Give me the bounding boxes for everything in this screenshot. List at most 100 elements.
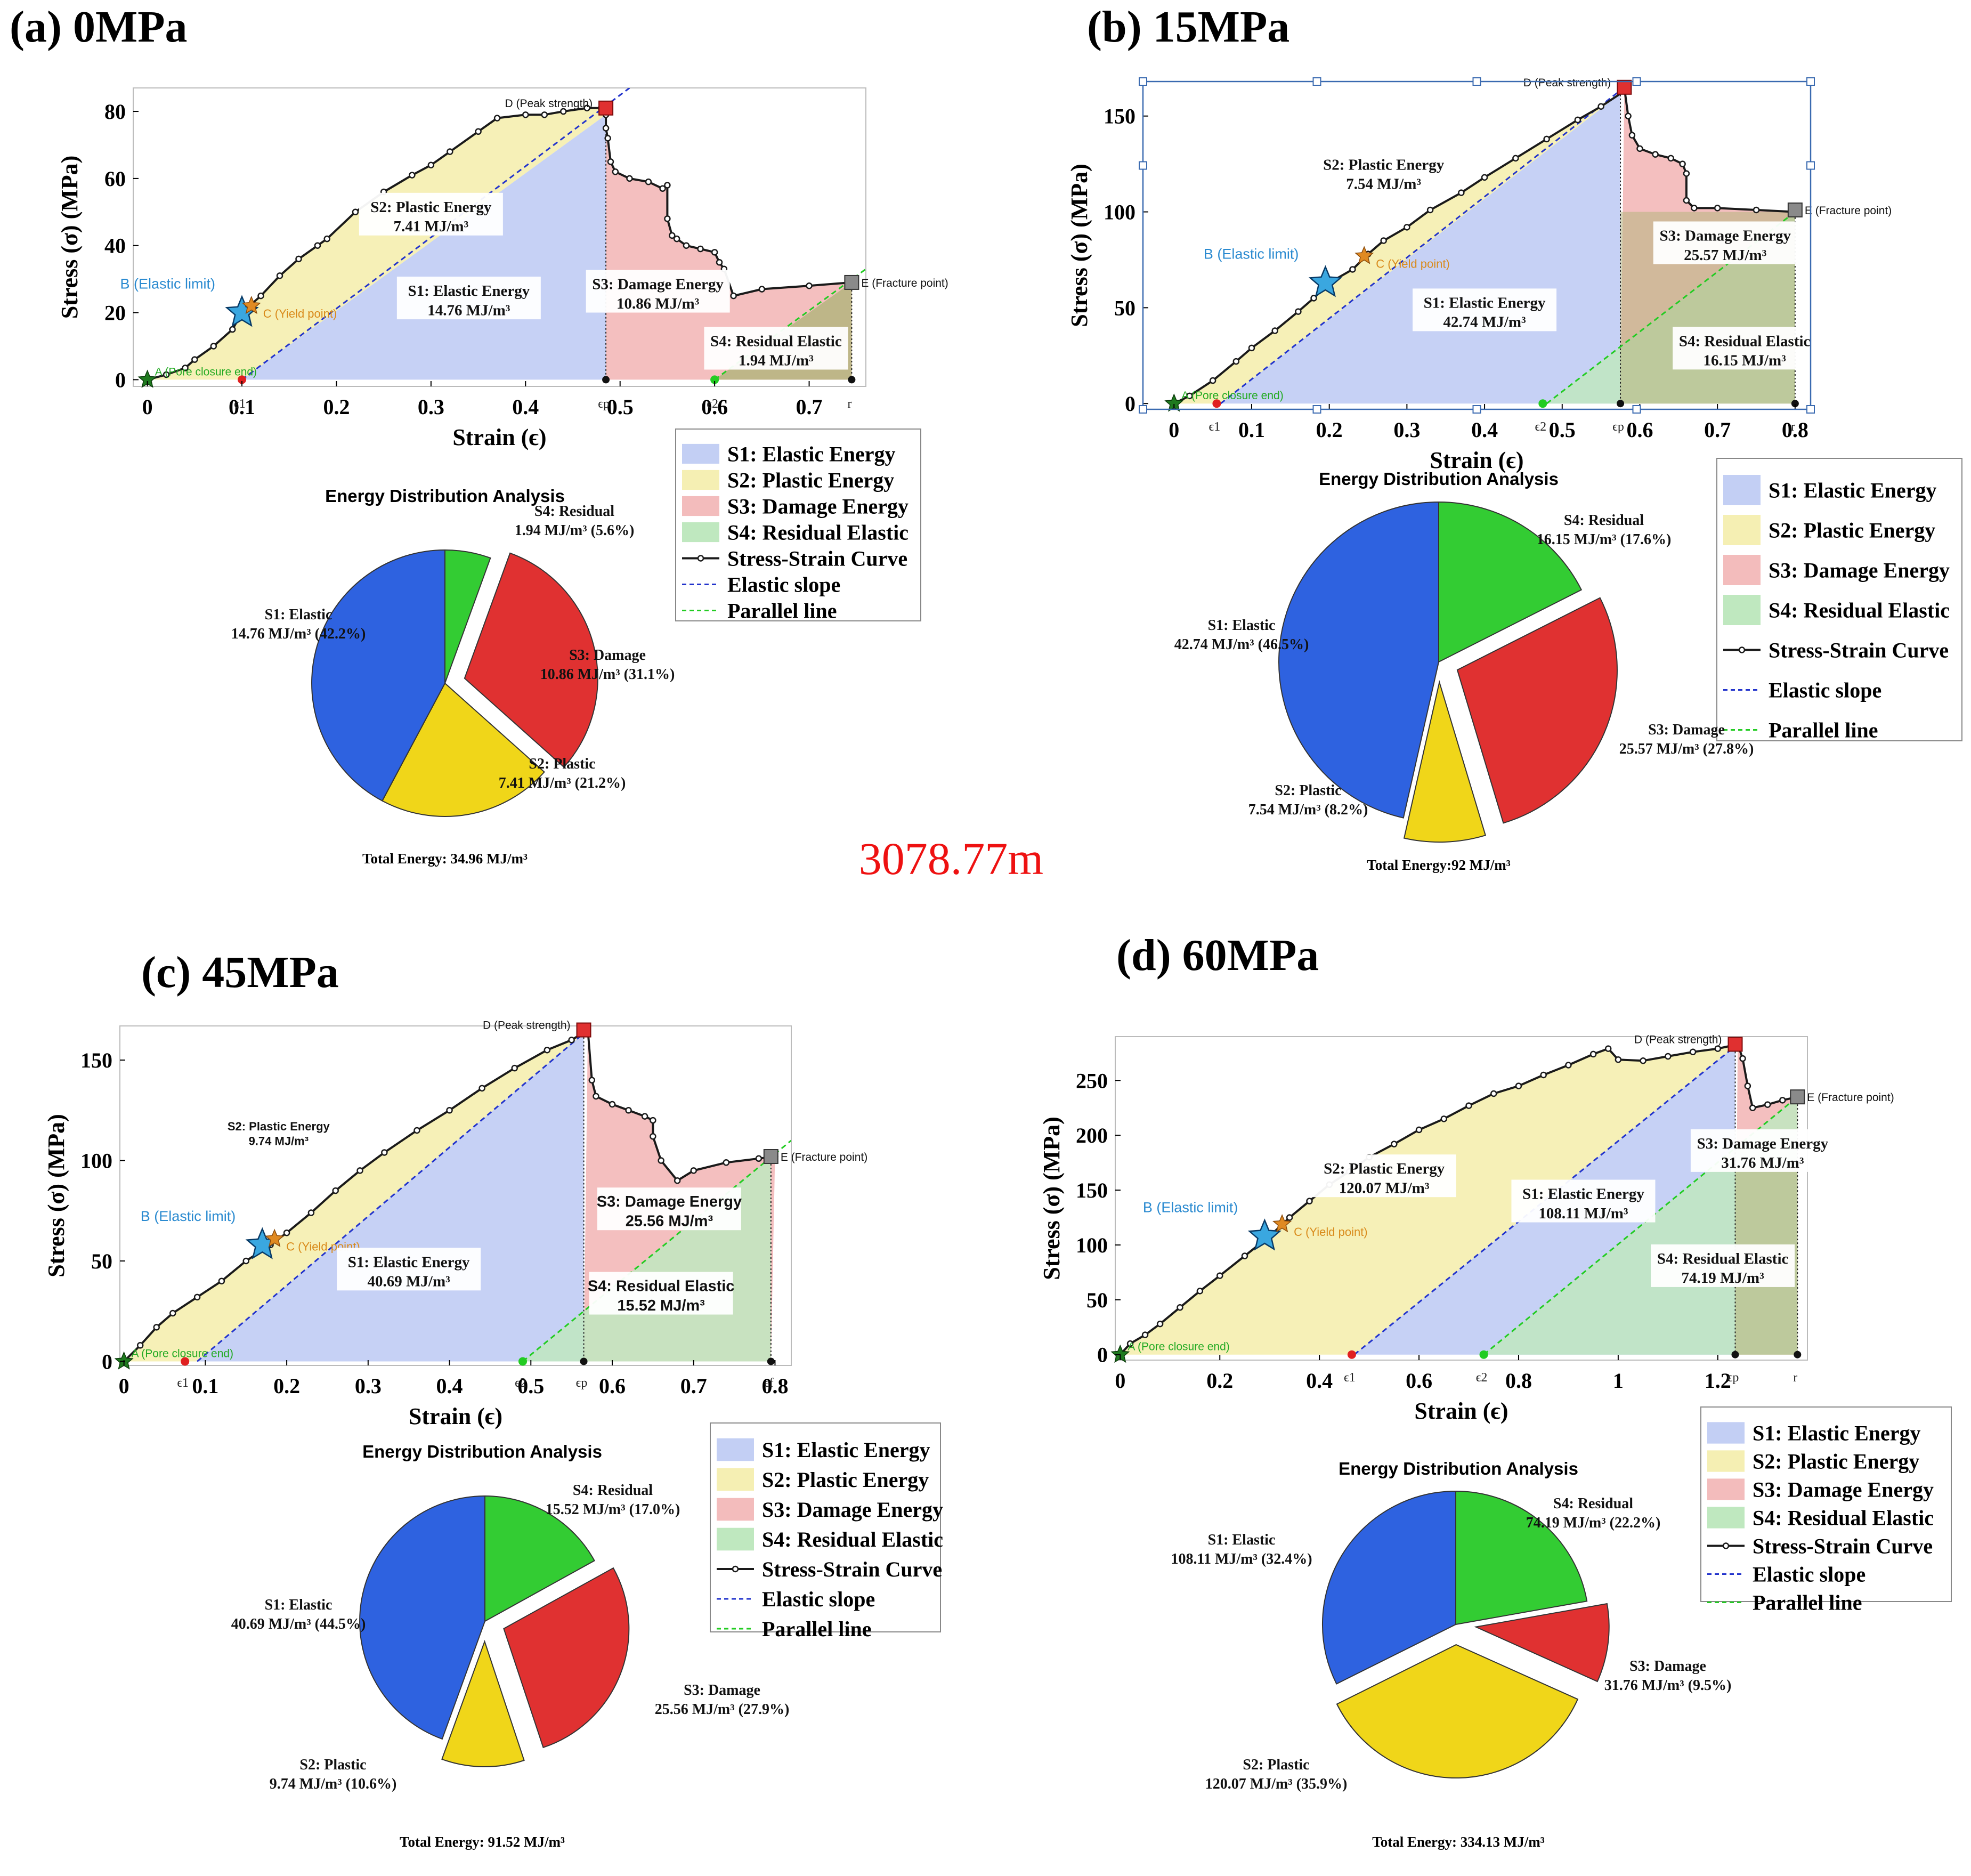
legend-label-curve: Stress-Strain Curve <box>762 1557 942 1581</box>
legend-swatch <box>682 443 719 464</box>
y-tick-label: 200 <box>1076 1123 1108 1147</box>
region-label-box <box>1651 1244 1795 1287</box>
resize-handle[interactable] <box>1312 77 1321 86</box>
pie-label-plastic: S2: Plastic 7.41 MJ/m³ (21.2%) <box>499 756 626 791</box>
resize-handle[interactable] <box>1806 161 1815 170</box>
elastic-slope-line <box>1220 86 1625 405</box>
legend-swatch-dot <box>1722 1542 1730 1549</box>
legend-label-residual: S4: Residual Elastic <box>727 521 909 545</box>
curve-point <box>356 1167 363 1174</box>
region-label-plastic: S2: Plastic Energy 9.74 MJ/m³ <box>228 1120 330 1148</box>
curve-point <box>1241 1252 1248 1259</box>
legend-swatch <box>1707 1478 1745 1500</box>
curve-point <box>511 1064 518 1072</box>
epsp-marker <box>1731 1351 1739 1359</box>
resize-handle[interactable] <box>1472 405 1481 414</box>
curve-point <box>1636 145 1643 152</box>
curve-point <box>541 111 548 118</box>
legend-swatch <box>717 1527 754 1551</box>
point-c-marker <box>1272 1214 1292 1233</box>
curve-point <box>607 158 614 165</box>
resize-handle[interactable] <box>1806 77 1815 86</box>
legend-swatch <box>1723 515 1761 545</box>
y-tick-label: 60 <box>104 167 126 191</box>
epsilon-tick-label: ϵ1 <box>1344 1371 1356 1385</box>
curve-point <box>1739 1055 1746 1062</box>
epsp-marker <box>1617 400 1625 408</box>
point-c-marker <box>265 1228 285 1247</box>
point-d-marker <box>576 1022 591 1038</box>
x-axis-label: Strain (ϵ) <box>409 1403 502 1429</box>
curve-point <box>478 1085 485 1092</box>
damage-energy-region <box>606 115 852 380</box>
eps2-marker <box>710 375 719 384</box>
resize-handle[interactable] <box>1632 77 1641 86</box>
curve-point <box>1248 344 1255 352</box>
resize-handle[interactable] <box>1139 77 1147 86</box>
y-tick-label: 50 <box>1086 1288 1108 1312</box>
epsf-marker <box>848 376 856 384</box>
epsilon-tick-label: ϵp <box>576 1376 588 1390</box>
legend-swatch <box>1707 1422 1745 1444</box>
x-axis-label: Strain (ϵ) <box>452 424 546 450</box>
panel-title: (d) 60MPa <box>1116 931 1319 980</box>
resize-handle[interactable] <box>1632 405 1641 414</box>
point-d-label: D (Peak strength) <box>505 98 593 110</box>
point-c-label: C (Yield point) <box>263 307 337 320</box>
epsilon-tick-label: ϵ2 <box>1476 1371 1488 1385</box>
resize-handle[interactable] <box>1806 405 1815 414</box>
curve-point <box>664 182 671 189</box>
x-tick-label: 0.4 <box>512 395 539 419</box>
legend-label-parallel: Parallel line <box>1769 718 1878 742</box>
region-label-elastic: S1: Elastic Energy 14.76 MJ/m³ <box>408 282 530 319</box>
resize-handle[interactable] <box>1139 161 1147 170</box>
y-tick-label: 50 <box>1114 296 1135 320</box>
panel-d: (d) 60MPa A (Pore closure end) B (Elastic … <box>1039 931 1952 1850</box>
curve-point <box>568 1037 575 1044</box>
curve-point <box>758 286 766 293</box>
plastic-energy-region <box>1120 1045 1735 1355</box>
curve-point <box>1679 160 1686 167</box>
curve-point <box>1177 1304 1183 1311</box>
selection-frame[interactable] <box>1139 77 1815 414</box>
curve-point <box>1574 116 1581 124</box>
legend-swatch-dot <box>1738 646 1746 653</box>
legend-label-residual: S4: Residual Elastic <box>762 1527 943 1551</box>
region-label-box <box>1311 150 1456 193</box>
curve-point <box>447 148 453 155</box>
curve-point <box>1415 1126 1423 1134</box>
point-c-label: C (Yield point) <box>1294 1225 1368 1239</box>
curve-point <box>1744 1082 1751 1089</box>
x-tick-label: 0.8 <box>761 1374 788 1398</box>
curve-point <box>1625 112 1632 119</box>
pie-slice-plastic <box>382 682 545 817</box>
curve-point <box>1141 1331 1149 1338</box>
legend-label-plastic: S2: Plastic Energy <box>727 468 894 492</box>
eps1-marker <box>1347 1350 1356 1359</box>
curve-point <box>1615 1056 1622 1063</box>
resize-handle[interactable] <box>1312 405 1321 414</box>
point-e-label: E (Fracture point) <box>1807 1091 1894 1104</box>
y-tick-label: 0 <box>102 1349 112 1373</box>
curve-point <box>493 115 501 122</box>
legend-label-elastic: S1: Elastic Energy <box>1769 479 1937 503</box>
legend-label-elastic: S1: Elastic Energy <box>727 442 896 466</box>
region-label-residual: S4: Residual Elastic 16.15 MJ/m³ <box>1679 333 1811 369</box>
curve-point <box>153 1324 160 1331</box>
point-b-label: B (Elastic limit) <box>1143 1199 1238 1215</box>
curve-point <box>475 128 482 135</box>
curve-point <box>522 111 529 118</box>
resize-handle[interactable] <box>1139 405 1147 414</box>
legend-label-damage: S3: Damage Energy <box>1769 559 1950 583</box>
x-tick-label: 0 <box>1115 1369 1125 1393</box>
y-tick-label: 0 <box>115 368 126 392</box>
epsilon-tick-label: ϵp <box>598 397 610 411</box>
region-label-residual: S4: Residual Elastic 74.19 MJ/m³ <box>1657 1250 1789 1287</box>
pie-label-residual: S4: Residual 16.15 MJ/m³ (17.6%) <box>1537 512 1672 548</box>
point-b-marker <box>1247 1218 1281 1251</box>
point-e-label: E (Fracture point) <box>861 277 948 289</box>
curve-point <box>1667 155 1674 162</box>
resize-handle[interactable] <box>1472 77 1481 86</box>
curve-point <box>1689 1048 1697 1056</box>
